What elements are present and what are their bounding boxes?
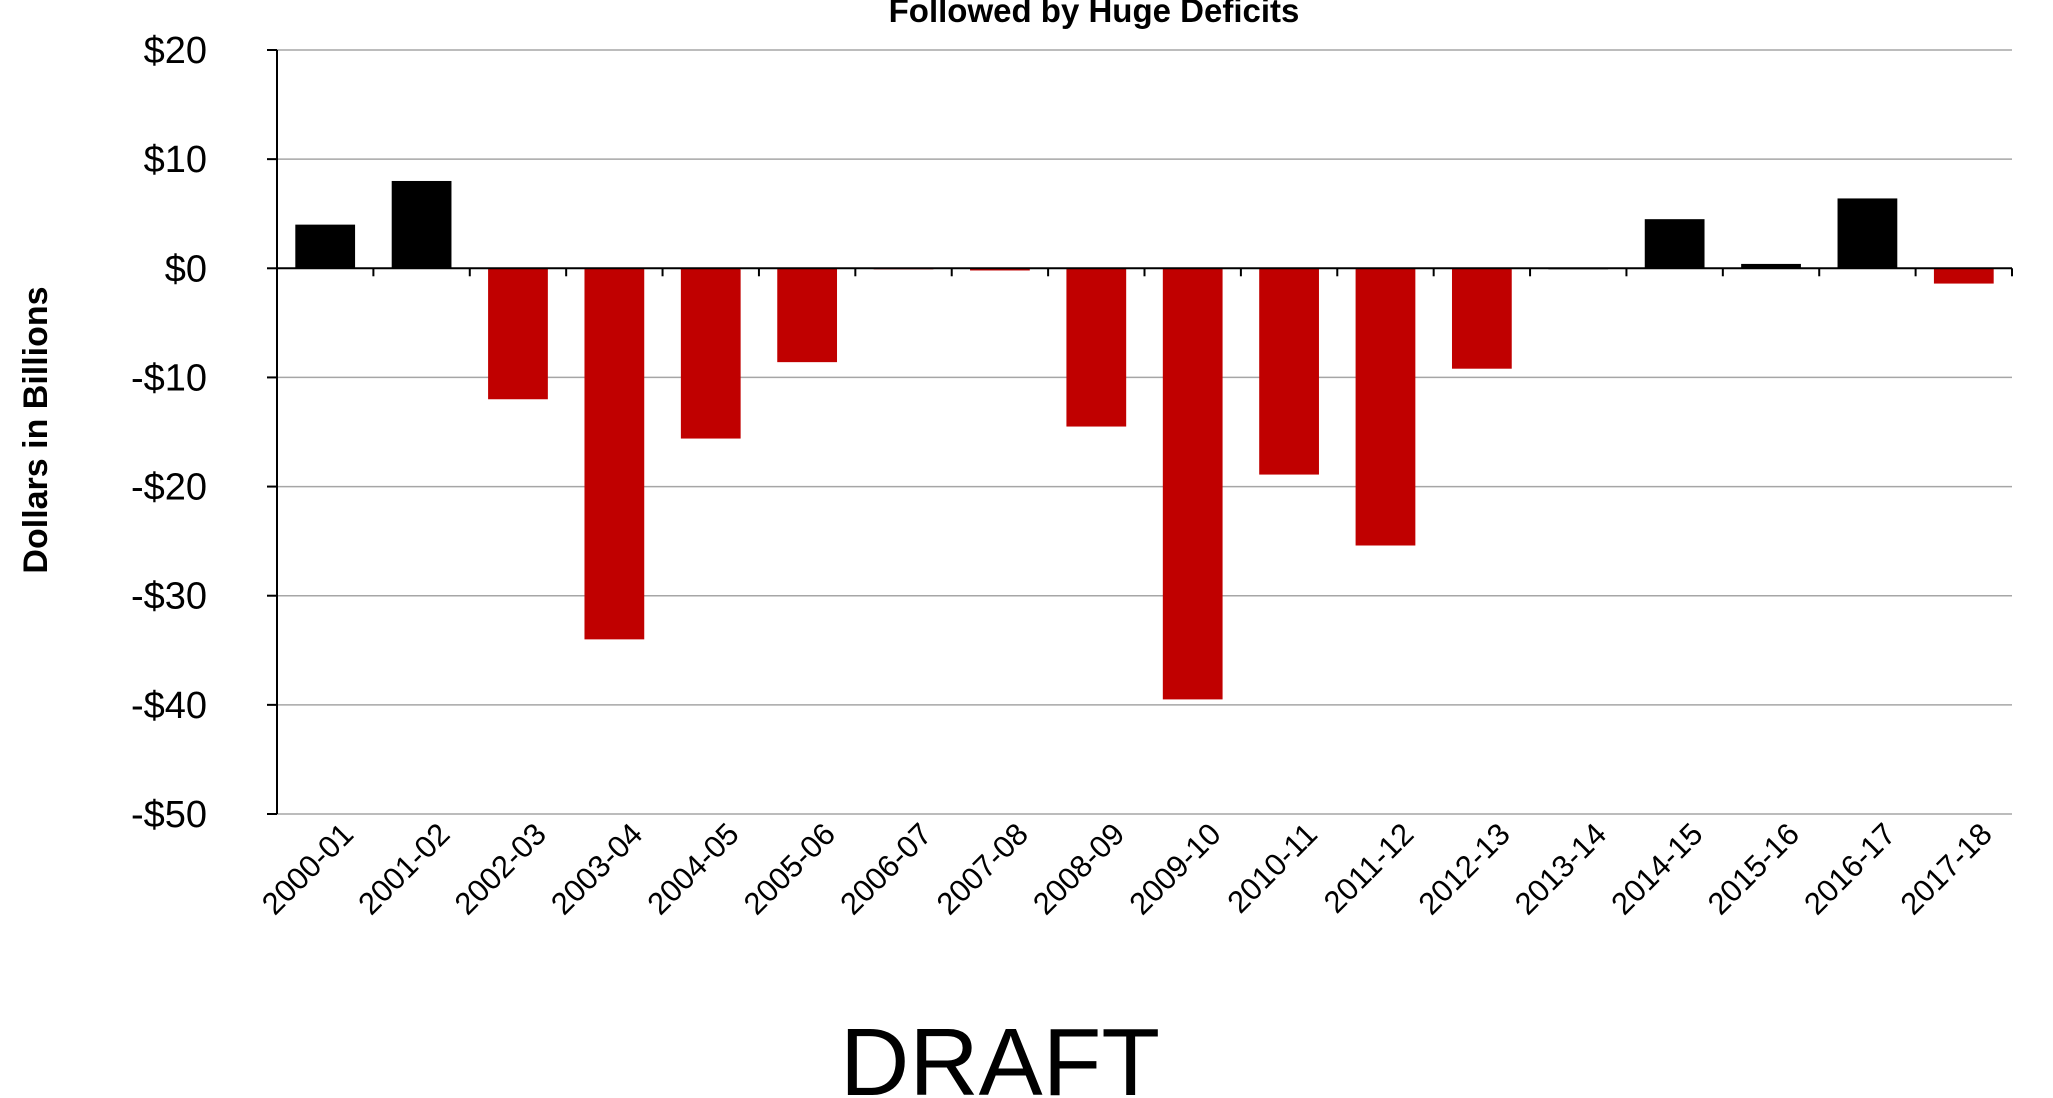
bar-2017-18	[1933, 268, 1994, 284]
bar-2002-03	[488, 268, 548, 400]
bar-2001-02	[391, 180, 452, 269]
x-tick-label: 2009-10	[1122, 816, 1227, 921]
bar-2000-01	[295, 224, 356, 269]
bar-2008-09	[1066, 268, 1127, 427]
x-tick-label: 2006-07	[833, 816, 938, 921]
y-tick-label: -$50	[131, 794, 207, 836]
x-tick-label: 2005-06	[737, 816, 842, 921]
bar-2003-04	[584, 268, 645, 640]
x-tick-label: 2004-05	[640, 816, 745, 921]
bar-2005-06	[777, 268, 838, 363]
x-tick-label: 2017-18	[1894, 816, 1999, 921]
gridlines	[277, 49, 2012, 815]
bar-2016-17	[1837, 198, 1898, 269]
bar-2007-08	[970, 268, 1030, 271]
axes	[267, 49, 2013, 815]
x-tick-label: 2001-02	[351, 816, 456, 921]
draft-watermark: DRAFT	[840, 1009, 1160, 1098]
x-tick-label: 2016-17	[1797, 816, 1902, 921]
x-tick-label: 2010-11	[1220, 816, 1324, 920]
x-tick-label: 2014-15	[1604, 816, 1709, 921]
y-tick-label: $10	[144, 139, 207, 181]
x-tick-label: 2000-01	[255, 816, 360, 921]
x-tick-label: 2008-09	[1026, 816, 1131, 921]
y-axis-ticks: $20 $10 $0 -$10 -$20 -$30 -$40 -$50	[131, 30, 207, 836]
x-tick-label: 2003-04	[544, 816, 649, 921]
x-tick-label: 2007-08	[930, 816, 1035, 921]
y-tick-label: -$20	[131, 467, 207, 509]
bar-2010-11	[1259, 268, 1319, 475]
chart-title: Followed by Huge Deficits	[889, 0, 1300, 29]
y-tick-label: -$30	[131, 576, 207, 618]
bar-2014-15	[1644, 219, 1705, 269]
y-tick-label: -$40	[131, 685, 207, 727]
y-axis-label: Dollars in Billions	[17, 286, 55, 573]
x-tick-label: 2011-12	[1317, 816, 1421, 920]
y-tick-label: $20	[144, 30, 207, 72]
bar-2015-16	[1741, 263, 1801, 269]
y-tick-label: -$10	[131, 357, 207, 399]
bar-2004-05	[680, 268, 741, 439]
x-tick-label: 2012-13	[1412, 816, 1517, 921]
bar-2009-10	[1162, 268, 1223, 700]
x-axis-ticks: 2000-012001-022002-032003-042004-052005-…	[255, 816, 1999, 921]
bar-2012-13	[1451, 268, 1512, 369]
bars	[295, 180, 1994, 700]
bar-2011-12	[1355, 268, 1416, 546]
x-tick-label: 2013-14	[1508, 816, 1613, 921]
x-tick-label: 2015-16	[1701, 816, 1806, 921]
x-tick-label: 2002-03	[448, 816, 553, 921]
y-tick-label: $0	[165, 248, 207, 290]
